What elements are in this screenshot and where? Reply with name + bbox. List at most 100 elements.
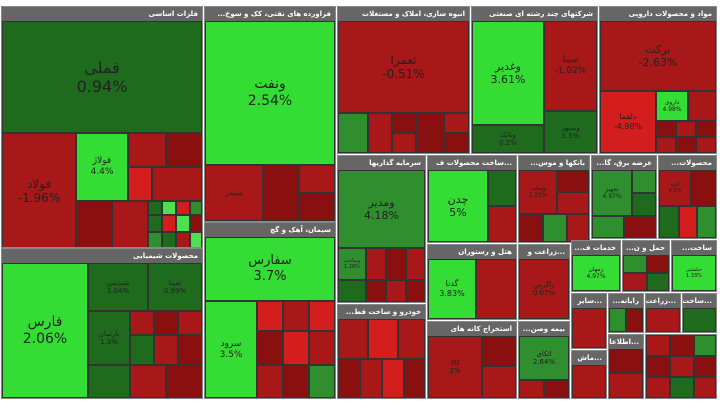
tile-chem-4[interactable]	[130, 335, 154, 365]
sector-transport[interactable]: حمل و ن...	[622, 240, 670, 292]
tile-delqa[interactable]: دلقما -4.98%	[600, 91, 656, 153]
sector-metals[interactable]: فلزات اساسی فملی 0.94% فولاد -1.96% فولا…	[1, 6, 203, 248]
tile-s2-2[interactable]	[626, 308, 643, 332]
sector-hotel[interactable]: هتل و رستوران گدنا 3.83%	[427, 244, 517, 320]
sector-cement[interactable]: سیمان، آهک و گچ سفارس 3.7% سرود 3.5%	[204, 222, 336, 399]
tile-s6-2[interactable]	[609, 373, 643, 398]
tile-cem-4[interactable]	[257, 331, 283, 365]
tile-metals-4[interactable]	[152, 167, 202, 201]
tile-inv-5[interactable]	[366, 280, 386, 302]
tile-tamra[interactable]: ثعمرا -0.51%	[338, 21, 469, 113]
tile-inv-2[interactable]	[386, 248, 406, 280]
tile-chem-7[interactable]	[88, 365, 130, 398]
tile-s7-6[interactable]	[694, 356, 716, 377]
tile-kala[interactable]: کالا 2%	[428, 336, 482, 398]
tile-vbmellat[interactable]: وبملت 1.22%	[519, 170, 557, 214]
tile-s2-1[interactable]	[609, 308, 626, 332]
tile-barekat[interactable]: برکت -2.63%	[600, 21, 716, 91]
tile-s1-1[interactable]	[572, 308, 606, 348]
tile-pw-1[interactable]	[632, 170, 656, 193]
tile-gdana[interactable]: گدنا 3.83%	[428, 259, 476, 319]
tile-tr-2[interactable]	[647, 255, 669, 273]
tile-chem-8[interactable]	[130, 365, 166, 398]
tile-s6-1[interactable]	[609, 349, 643, 373]
tile-metals-2[interactable]	[166, 133, 202, 167]
tile-fouladz[interactable]: فولاژ 4.4%	[76, 133, 128, 201]
tile-re-2[interactable]	[368, 113, 392, 153]
tile-chem-9[interactable]	[166, 365, 202, 398]
tile-misc-1[interactable]	[488, 170, 516, 206]
tile-inv-4[interactable]	[338, 280, 366, 302]
tile-inv-3[interactable]	[406, 248, 425, 280]
tile-metals-17[interactable]	[176, 232, 190, 247]
tile-bk-4[interactable]	[543, 214, 567, 242]
tile-au-3[interactable]	[398, 319, 425, 359]
tile-chem-6[interactable]	[178, 335, 202, 365]
tile-tr-3[interactable]	[623, 273, 647, 291]
tile-shapna[interactable]: شپنا 0.99%	[148, 263, 202, 311]
tile-vamadir[interactable]: ومدیر 4.18%	[338, 170, 425, 248]
tile-bk-1[interactable]	[557, 170, 589, 192]
tile-re-5[interactable]	[416, 113, 444, 153]
sector-auto[interactable]: خودرو و ساخت قط...	[337, 304, 426, 399]
tile-vaniko[interactable]: وبانک 0.2%	[472, 125, 544, 153]
tile-misc-2[interactable]	[488, 206, 516, 242]
tile-sarod[interactable]: سرود 3.5%	[205, 301, 257, 398]
tile-cem-9[interactable]	[309, 365, 335, 398]
tile-au-6[interactable]	[382, 359, 404, 398]
tile-vanaft[interactable]: ونفت 2.54%	[205, 21, 335, 165]
tile-fameli[interactable]: فملی 0.94%	[2, 21, 202, 133]
tile-s7-8[interactable]	[670, 377, 694, 398]
sector-investment[interactable]: سرمایه گذاریها ومدیر 4.18% وساخت 1.28%	[337, 155, 426, 303]
tile-metals-8[interactable]	[162, 201, 176, 215]
tile-metals-3[interactable]	[128, 167, 152, 201]
sector-sm1[interactable]: ...سایر	[571, 293, 607, 349]
tile-mn-2[interactable]	[482, 366, 516, 398]
tile-hkeshti[interactable]: حکشتی 1.33%	[672, 255, 716, 291]
tile-metals-12[interactable]	[162, 215, 176, 232]
tile-pr-4[interactable]	[697, 206, 716, 238]
sector-chemicals[interactable]: محصولات شیمیایی فارس 2.06% شپدیس 1.04% ش…	[1, 248, 203, 399]
tile-s7-1[interactable]	[646, 335, 670, 356]
tile-ph-6[interactable]	[676, 137, 696, 153]
tile-daroo[interactable]: داروی 4.98%	[656, 91, 688, 121]
tile-metals-9[interactable]	[176, 201, 190, 215]
tile-inv-7[interactable]	[406, 280, 425, 302]
tile-re-1[interactable]	[338, 113, 368, 153]
tile-sfars[interactable]: سفارس 3.7%	[205, 237, 335, 301]
tile-metals-15[interactable]	[148, 232, 162, 247]
tile-chadan[interactable]: چدن 5%	[428, 170, 488, 242]
tile-chem-5[interactable]	[154, 335, 178, 365]
sector-mining2[interactable]: استخراج کانه های کالا 2%	[427, 321, 517, 399]
tile-metals-7[interactable]	[148, 201, 162, 215]
tile-au-7[interactable]	[404, 359, 425, 398]
tile-cem-1[interactable]	[257, 301, 283, 331]
tile-au-2[interactable]	[368, 319, 398, 359]
tile-chem-2[interactable]	[154, 311, 178, 335]
tile-s5-1[interactable]	[572, 365, 606, 398]
sector-sm2[interactable]: رایانه...	[608, 293, 644, 333]
tile-pr-3[interactable]	[679, 206, 697, 238]
tile-s7-5[interactable]	[670, 356, 694, 377]
tile-s7-3[interactable]	[694, 335, 716, 356]
tile-metals-16[interactable]	[162, 232, 176, 247]
tile-metals-6[interactable]	[112, 201, 148, 247]
tile-mn-1[interactable]	[482, 336, 516, 366]
tile-fars[interactable]: فارس 2.06%	[2, 263, 88, 398]
tile-ht-1[interactable]	[476, 259, 516, 319]
tile-tr-4[interactable]	[647, 273, 669, 291]
tile-metals-1[interactable]	[128, 133, 166, 167]
tile-cem-2[interactable]	[283, 301, 309, 331]
tile-ph-4[interactable]	[696, 121, 716, 137]
tile-in-2[interactable]	[544, 380, 569, 398]
tile-bk-3[interactable]	[519, 214, 543, 242]
sector-construction[interactable]: ساخت... حکشتی 1.33%	[671, 240, 717, 292]
tile-cem-3[interactable]	[309, 301, 335, 331]
tile-petro-2[interactable]	[299, 165, 335, 193]
tile-zmahan[interactable]: زمهان 4.97%	[572, 255, 620, 291]
sector-insurance[interactable]: بیمه وصن... اتکای 2.64%	[518, 321, 570, 399]
tile-metals-13[interactable]	[176, 215, 190, 232]
tile-ph-2[interactable]	[656, 121, 676, 137]
tile-vsakht[interactable]: وساخت 1.28%	[338, 248, 366, 280]
sector-banks[interactable]: بانکها و موس... وبملت 1.22%	[518, 155, 590, 243]
